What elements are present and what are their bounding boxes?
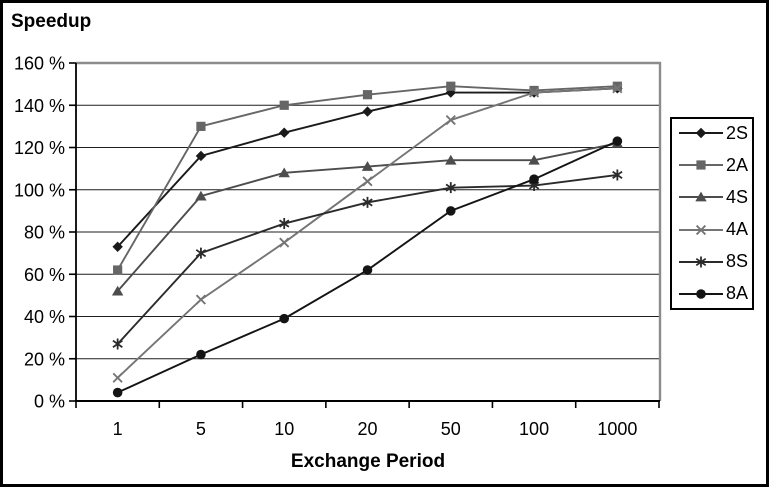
marker-circle-icon — [112, 387, 123, 398]
marker-x-icon — [528, 87, 540, 98]
x-tick-label: 5 — [196, 419, 206, 439]
marker-asterisk-icon — [695, 256, 707, 268]
marker-square-icon — [113, 265, 123, 275]
marker-circle-icon — [362, 265, 373, 275]
legend-swatch-2A — [679, 160, 723, 170]
marker-diamond-icon — [362, 106, 373, 117]
y-tick-label: 20 % — [24, 349, 65, 369]
marker-asterisk-icon — [195, 247, 207, 259]
marker-square-icon — [446, 81, 456, 91]
marker-x-icon — [112, 372, 123, 383]
legend-label: 4S — [726, 186, 749, 207]
y-tick-label: 40 % — [24, 307, 65, 327]
marker-triangle-icon — [695, 191, 707, 202]
marker-circle-icon — [612, 136, 623, 146]
marker-x-icon — [279, 237, 290, 248]
legend-item-2A: 2A — [677, 155, 750, 175]
marker-asterisk-icon — [445, 182, 457, 194]
legend-item-2S: 2S — [677, 123, 750, 143]
marker-x-icon — [612, 83, 623, 94]
x-tick-label: 50 — [441, 419, 461, 439]
legend-swatch-8A — [679, 289, 723, 299]
marker-square-icon — [696, 160, 706, 170]
marker-triangle-icon — [111, 285, 124, 296]
marker-x-icon — [445, 114, 456, 126]
series-4A — [112, 83, 623, 383]
marker-x-icon — [362, 176, 373, 187]
x-tick-label: 10 — [274, 419, 294, 439]
legend: 2S 2A 4S 4A 8S 8A — [670, 117, 754, 310]
legend-swatch-4S — [679, 191, 723, 202]
marker-diamond-icon — [112, 241, 123, 252]
marker-diamond-icon — [695, 127, 707, 139]
y-tick-label: 100 % — [14, 180, 65, 200]
marker-diamond-icon — [195, 150, 207, 162]
marker-circle-icon — [445, 206, 456, 216]
x-tick-label: 100 — [519, 419, 549, 439]
series-8A — [112, 136, 623, 398]
x-tick-label: 1 — [113, 419, 123, 439]
y-tick-label: 140 % — [14, 96, 65, 116]
marker-triangle-icon — [445, 154, 457, 165]
legend-item-4A: 4A — [677, 219, 750, 240]
marker-triangle-icon — [528, 154, 540, 165]
marker-triangle-icon — [195, 190, 207, 201]
marker-square-icon — [279, 100, 289, 110]
legend-swatch-2S — [679, 127, 723, 139]
legend-swatch-8S — [679, 256, 723, 268]
y-tick-label: 0 % — [34, 392, 65, 412]
legend-label: 2S — [726, 122, 749, 143]
chart-title: Speedup — [11, 11, 92, 32]
marker-triangle-icon — [361, 161, 374, 171]
marker-square-icon — [529, 85, 539, 96]
marker-asterisk-icon — [612, 169, 623, 181]
marker-x-icon — [195, 294, 207, 305]
marker-square-icon — [196, 121, 206, 131]
x-tick-label: 1000 — [597, 419, 637, 439]
marker-x-icon — [695, 224, 707, 235]
series-line-4A — [116, 87, 618, 379]
legend-swatch-4A — [679, 224, 723, 235]
y-tick-label: 80 % — [24, 223, 65, 243]
x-tick-label: 20 — [357, 419, 377, 439]
legend-item-8S: 8S — [677, 251, 750, 272]
y-tick-label: 120 % — [14, 138, 65, 158]
marker-triangle-icon — [278, 167, 290, 178]
marker-circle-icon — [196, 349, 206, 360]
marker-diamond-icon — [279, 127, 290, 138]
legend-label: 4A — [726, 219, 749, 240]
marker-square-icon — [612, 81, 622, 91]
legend-item-8A: 8A — [677, 283, 750, 304]
marker-asterisk-icon — [362, 196, 373, 208]
marker-circle-icon — [279, 313, 290, 324]
series-2A — [113, 81, 622, 275]
marker-asterisk-icon — [278, 218, 290, 230]
y-tick-label: 160 % — [14, 54, 65, 74]
legend-label: 8S — [726, 251, 749, 272]
legend-item-4S: 4S — [677, 187, 750, 207]
legend-label: 8A — [726, 283, 749, 304]
series-8S — [112, 169, 623, 350]
marker-circle-icon — [529, 174, 539, 184]
y-tick-label: 60 % — [24, 265, 65, 285]
marker-circle-icon — [696, 289, 706, 299]
marker-asterisk-icon — [112, 338, 123, 350]
legend-label: 2A — [726, 154, 749, 175]
marker-square-icon — [362, 90, 373, 100]
plot-border — [76, 61, 662, 401]
x-axis-title: Exchange Period — [290, 451, 446, 472]
